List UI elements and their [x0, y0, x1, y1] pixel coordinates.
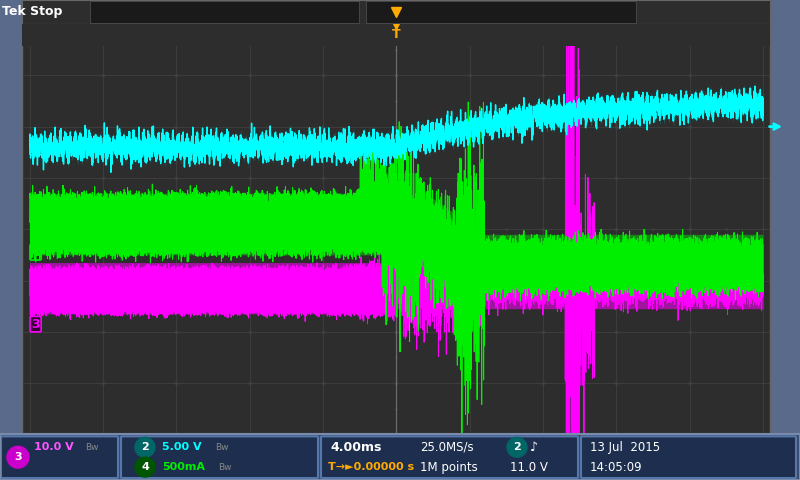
FancyBboxPatch shape [1, 436, 118, 478]
Circle shape [7, 446, 29, 468]
Text: 14:05:09: 14:05:09 [590, 461, 642, 474]
Circle shape [135, 437, 155, 457]
Bar [366, 1, 636, 23]
FancyBboxPatch shape [121, 436, 318, 478]
Text: 2: 2 [141, 442, 149, 452]
Text: Bw: Bw [85, 443, 98, 452]
Text: 4.00ms: 4.00ms [330, 441, 382, 454]
FancyBboxPatch shape [321, 436, 578, 478]
Text: Bw: Bw [215, 443, 229, 452]
Text: 4: 4 [31, 246, 40, 259]
Text: 11.0 V: 11.0 V [510, 461, 548, 474]
Text: 2: 2 [31, 141, 40, 154]
Text: 3: 3 [31, 318, 40, 331]
Text: Bw: Bw [218, 463, 231, 472]
Bar [90, 1, 359, 23]
Text: T→►0.00000 s: T→►0.00000 s [328, 462, 414, 472]
Text: Tek Stop: Tek Stop [2, 5, 62, 19]
Text: ♪: ♪ [530, 441, 538, 454]
Circle shape [507, 437, 527, 457]
Text: 13 Jul  2015: 13 Jul 2015 [590, 441, 660, 454]
Text: 25.0MS/s: 25.0MS/s [420, 441, 474, 454]
Text: T: T [392, 28, 401, 41]
Circle shape [135, 457, 155, 477]
Text: 3: 3 [14, 452, 22, 462]
Text: 10.0 V: 10.0 V [34, 442, 74, 452]
Text: 2: 2 [513, 442, 521, 452]
FancyBboxPatch shape [581, 436, 796, 478]
Text: 1M points: 1M points [420, 461, 478, 474]
Text: 4: 4 [141, 462, 149, 472]
Text: 500mA: 500mA [162, 462, 205, 472]
Text: 5.00 V: 5.00 V [162, 442, 202, 452]
